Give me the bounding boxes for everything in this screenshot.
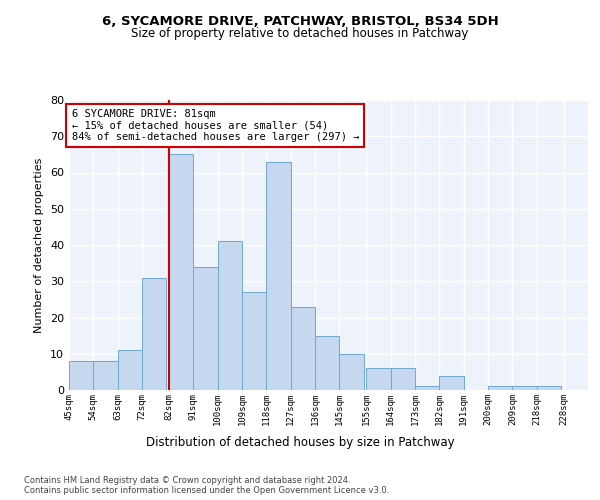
Bar (242, 292, 266, 390)
Bar (290, 306, 315, 390)
Bar (536, 386, 561, 390)
Y-axis label: Number of detached properties: Number of detached properties (34, 158, 44, 332)
Bar (512, 386, 536, 390)
Bar (142, 278, 166, 390)
Bar (193, 267, 218, 390)
Bar (118, 350, 142, 390)
Bar (391, 368, 415, 390)
Text: Size of property relative to detached houses in Patchway: Size of property relative to detached ho… (131, 28, 469, 40)
Bar (439, 376, 464, 390)
Bar (169, 154, 193, 390)
Text: Distribution of detached houses by size in Patchway: Distribution of detached houses by size … (146, 436, 454, 449)
Bar (94, 361, 118, 390)
Bar (415, 386, 439, 390)
Bar (367, 368, 391, 390)
Text: Contains HM Land Registry data © Crown copyright and database right 2024.
Contai: Contains HM Land Registry data © Crown c… (24, 476, 389, 495)
Bar (340, 354, 364, 390)
Bar (69, 361, 94, 390)
Text: 6 SYCAMORE DRIVE: 81sqm
← 15% of detached houses are smaller (54)
84% of semi-de: 6 SYCAMORE DRIVE: 81sqm ← 15% of detache… (72, 109, 359, 142)
Bar (315, 336, 340, 390)
Text: 6, SYCAMORE DRIVE, PATCHWAY, BRISTOL, BS34 5DH: 6, SYCAMORE DRIVE, PATCHWAY, BRISTOL, BS… (101, 15, 499, 28)
Bar (218, 242, 242, 390)
Bar (488, 386, 512, 390)
Bar (266, 162, 290, 390)
